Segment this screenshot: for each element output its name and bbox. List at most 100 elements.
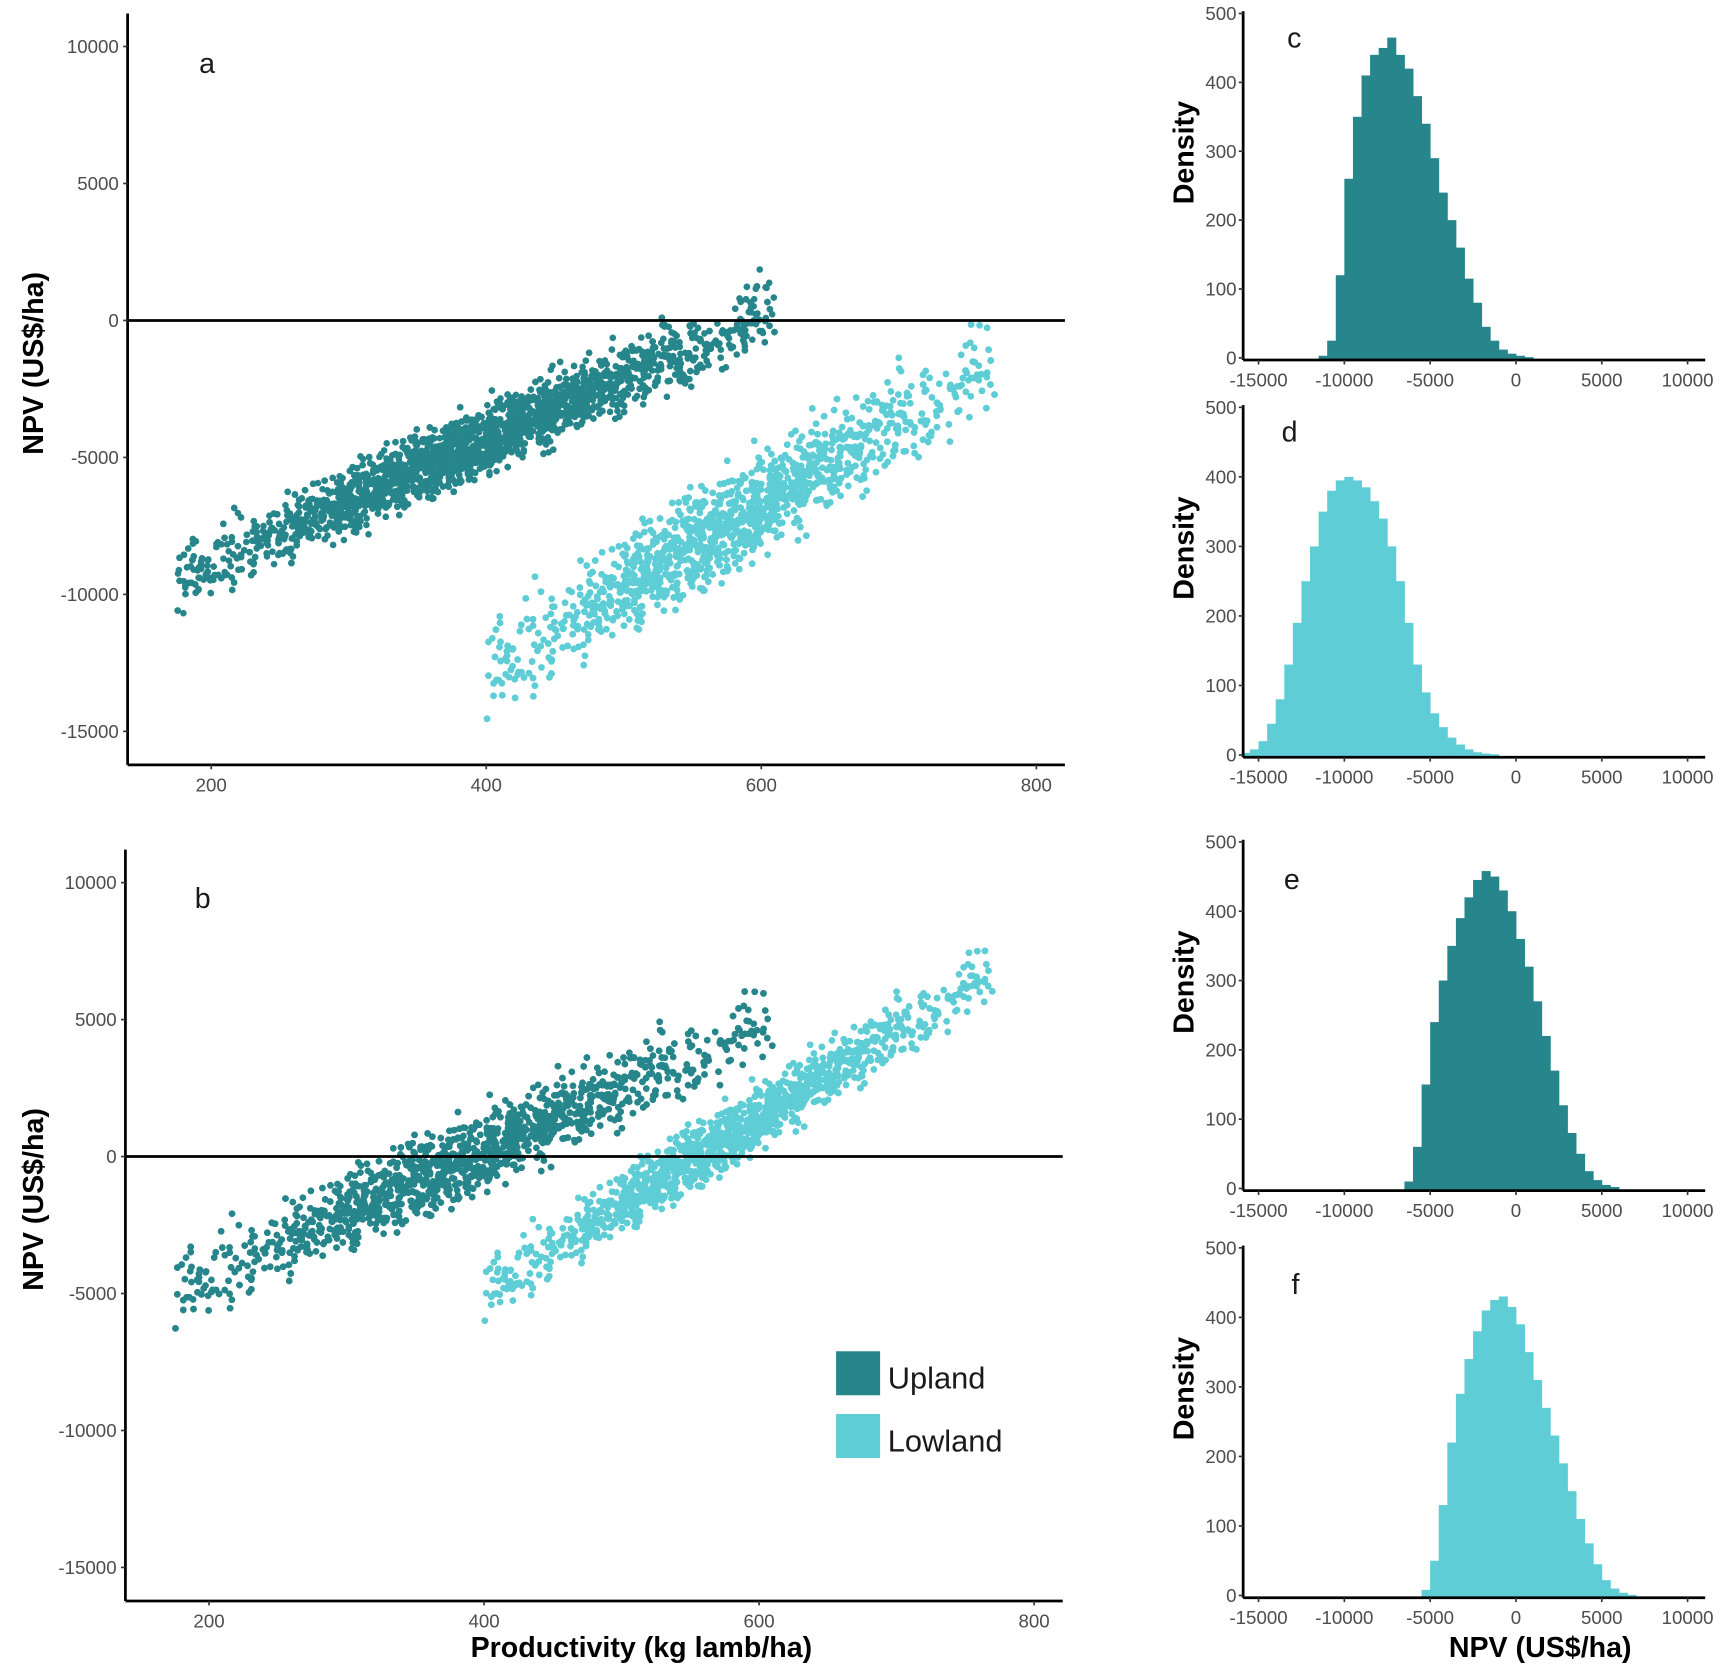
data-point (635, 361, 643, 369)
data-point (537, 375, 544, 383)
data-point (732, 325, 740, 333)
data-point (617, 390, 624, 398)
data-point (451, 461, 458, 468)
data-point (376, 476, 383, 483)
data-point (273, 510, 281, 518)
data-point (521, 396, 528, 404)
data-point (321, 477, 328, 484)
data-point (460, 438, 468, 445)
data-point (293, 538, 301, 545)
data-point (547, 389, 554, 396)
data-point (376, 485, 383, 493)
data-point (349, 463, 356, 471)
data-point (448, 420, 455, 428)
data-point (449, 455, 456, 463)
data-point (399, 501, 406, 509)
data-point (468, 421, 476, 428)
data-point (325, 501, 333, 508)
data-point (289, 514, 297, 522)
data-point (382, 464, 390, 472)
data-point (404, 500, 412, 508)
data-point (499, 405, 506, 413)
data-point (511, 426, 519, 434)
data-point (211, 571, 219, 579)
data-point (395, 511, 403, 519)
data-point (484, 401, 491, 409)
data-point (663, 393, 671, 401)
data-point (589, 381, 597, 389)
data-point (504, 444, 512, 452)
data-point (243, 531, 251, 539)
data-point (344, 505, 352, 513)
data-point (309, 480, 317, 488)
data-point (364, 481, 371, 489)
data-point (238, 565, 245, 573)
data-point (398, 461, 405, 469)
data-point (355, 482, 362, 490)
data-point (183, 564, 191, 571)
data-point (203, 562, 211, 569)
data-point (314, 479, 322, 487)
data-point (541, 382, 549, 389)
data-point (608, 346, 616, 353)
data-point (446, 434, 453, 442)
data-point (535, 403, 542, 410)
data-point (631, 395, 639, 402)
data-point (259, 527, 267, 535)
data-point (266, 519, 273, 526)
data-point (649, 338, 656, 345)
data-point (561, 368, 568, 376)
data-point (762, 284, 769, 291)
data-point (230, 504, 238, 512)
data-point (493, 467, 500, 475)
data-point (555, 374, 563, 382)
data-point (335, 494, 342, 501)
data-point (553, 397, 561, 404)
data-point (609, 334, 617, 342)
data-point (488, 387, 496, 394)
data-point (599, 407, 606, 415)
data-point (590, 374, 598, 381)
data-point (189, 540, 197, 547)
data-point (276, 549, 283, 557)
data-point (184, 545, 192, 552)
data-point (189, 556, 196, 564)
data-point (717, 346, 725, 354)
data-point (696, 364, 703, 371)
data-point (429, 434, 436, 441)
data-point (357, 453, 364, 460)
data-point (504, 463, 512, 471)
data-point (426, 424, 434, 431)
data-point (270, 560, 278, 568)
data-point (703, 357, 711, 365)
data-point (464, 447, 472, 455)
data-point (182, 590, 189, 598)
data-point (443, 448, 450, 456)
data-point (631, 374, 639, 382)
data-point (540, 450, 547, 458)
data-point (657, 361, 664, 368)
data-point (535, 438, 543, 446)
data-point (336, 511, 343, 519)
data-point (328, 512, 336, 520)
data-point (312, 520, 320, 527)
data-point (663, 345, 671, 352)
data-point (361, 508, 369, 515)
data-point (392, 438, 399, 446)
data-point (265, 531, 273, 539)
data-point (275, 520, 283, 528)
data-point (685, 349, 693, 357)
data-point (639, 401, 647, 408)
data-point (766, 305, 774, 313)
data-point (538, 410, 546, 417)
data-point (484, 444, 491, 451)
data-point (566, 392, 574, 399)
data-point (690, 357, 697, 364)
data-point (253, 545, 261, 552)
data-point (617, 364, 624, 372)
data-point (247, 571, 255, 579)
data-point (180, 609, 187, 617)
data-point (588, 393, 596, 400)
data-point (251, 523, 258, 530)
